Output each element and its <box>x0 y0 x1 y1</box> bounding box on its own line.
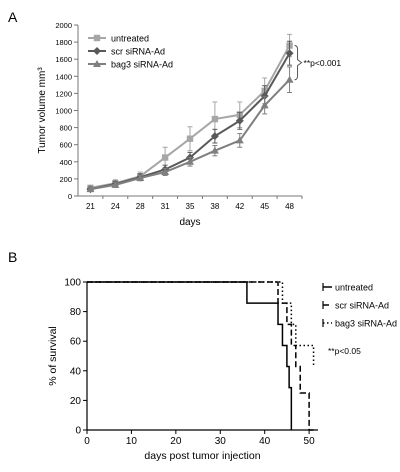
y-tick-label-b: 0 <box>75 426 81 437</box>
significance-bracket-a <box>294 45 303 81</box>
x-tick-label-a: 35 <box>186 202 195 211</box>
y-tick-label-a: 600 <box>59 141 72 150</box>
y-tick-label-a: 1000 <box>55 107 72 116</box>
survival-curve-b-1 <box>87 281 314 431</box>
y-tick-label-a: 400 <box>59 158 72 167</box>
legend-label-b: scr siRNA-Ad <box>335 301 389 311</box>
data-point-a-2 <box>86 185 95 193</box>
y-tick-label-a: 2000 <box>55 21 72 30</box>
x-tick-label-a: 28 <box>136 202 145 211</box>
legend-marker-a <box>93 34 101 42</box>
p-value-annotation-b: **p<0.05 <box>328 346 361 356</box>
y-axis-title-b: % of survival <box>47 326 59 386</box>
x-axis-title-a: days <box>179 217 200 228</box>
x-tick-label-b: 40 <box>259 436 271 447</box>
data-point-a-0 <box>211 115 219 123</box>
legend-label-b: bag3 siRNA-Ad <box>335 319 397 329</box>
p-value-annotation-a: **p<0.001 <box>304 58 342 68</box>
data-point-a-1 <box>210 132 219 141</box>
data-point-a-2 <box>285 75 294 83</box>
data-point-a-2 <box>235 136 244 144</box>
x-tick-label-a: 45 <box>260 202 269 211</box>
x-tick-label-b: 30 <box>215 436 227 447</box>
x-tick-label-b: 20 <box>170 436 182 447</box>
legend-label-a: untreated <box>111 34 149 44</box>
x-tick-label-b: 0 <box>84 436 90 447</box>
data-point-a-2 <box>136 174 145 182</box>
data-point-a-2 <box>210 146 219 154</box>
data-point-a-1 <box>285 49 294 58</box>
y-tick-label-b: 40 <box>70 366 82 377</box>
panel-label-a: A <box>8 9 18 25</box>
data-point-a-1 <box>260 91 269 100</box>
y-tick-label-b: 60 <box>70 337 82 348</box>
legend-label-b: untreated <box>335 283 373 293</box>
y-tick-label-b: 20 <box>70 396 82 407</box>
x-axis-title-b: days post tumor injection <box>144 450 260 462</box>
legend-label-a: bag3 siRNA-Ad <box>111 60 173 70</box>
x-tick-label-b: 10 <box>126 436 138 447</box>
y-tick-label-a: 1200 <box>55 89 72 98</box>
x-tick-label-a: 48 <box>285 202 294 211</box>
data-point-a-2 <box>111 180 120 188</box>
legend-label-a: scr siRNA-Ad <box>111 47 165 57</box>
y-tick-label-a: 1600 <box>55 55 72 64</box>
legend-marker-a <box>93 60 101 67</box>
series-line-a-1 <box>90 52 291 191</box>
survival-curve-b-0 <box>87 281 293 430</box>
data-point-a-0 <box>161 154 169 161</box>
data-point-a-0 <box>186 135 194 142</box>
y-tick-label-a: 1400 <box>55 72 72 81</box>
y-tick-label-a: 0 <box>68 192 72 201</box>
survival-curve-b-2 <box>87 281 315 367</box>
data-point-a-2 <box>161 168 170 176</box>
y-tick-label-a: 200 <box>59 175 72 184</box>
y-tick-label-b: 80 <box>70 307 82 318</box>
x-tick-label-a: 24 <box>111 202 120 211</box>
y-tick-label-b: 100 <box>64 278 81 289</box>
y-tick-label-a: 1800 <box>55 38 72 47</box>
y-axis-title-a: Tumor volume mm³ <box>37 67 48 154</box>
data-point-a-1 <box>235 116 244 125</box>
x-tick-label-b: 50 <box>304 436 316 447</box>
x-tick-label-a: 42 <box>235 202 244 211</box>
x-tick-label-a: 38 <box>210 202 219 211</box>
data-point-a-2 <box>260 101 269 109</box>
x-tick-label-a: 21 <box>86 202 95 211</box>
panel-label-b: B <box>8 249 17 265</box>
data-point-a-2 <box>186 157 194 165</box>
y-tick-label-a: 800 <box>59 124 72 133</box>
x-tick-label-a: 31 <box>161 202 170 211</box>
legend-marker-a <box>93 47 101 55</box>
